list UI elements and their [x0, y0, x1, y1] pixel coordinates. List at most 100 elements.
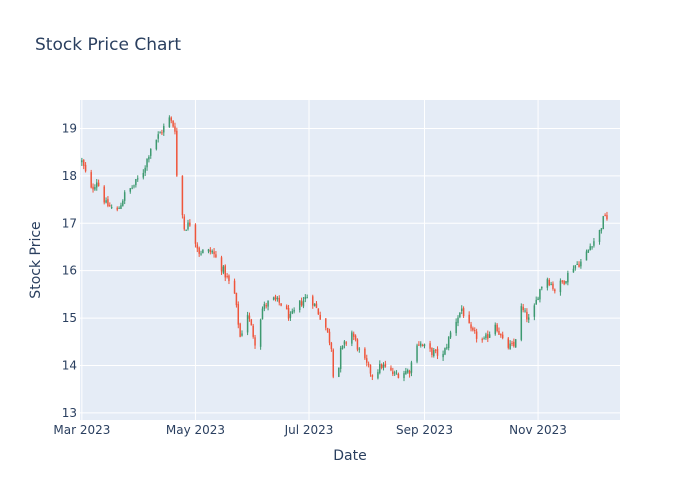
axis-ticks: 13 14 15 16 17 18 19 Mar 2023 May 2023 Jul 2023 Se… [53, 121, 567, 437]
y-tick-label: 18 [62, 169, 77, 183]
candle-down [209, 249, 212, 253]
candle-down [109, 205, 111, 207]
candle-down [356, 339, 359, 350]
candle-down [189, 222, 191, 226]
y-tick-label: 17 [62, 216, 77, 230]
candle-up [276, 297, 279, 300]
candle-down [332, 349, 334, 377]
candle-up [131, 187, 133, 189]
candle-up [148, 156, 150, 160]
candle-up [416, 345, 418, 362]
candle-up [291, 311, 294, 314]
candle-up [587, 249, 590, 253]
candle-down [507, 338, 510, 348]
candle-down [172, 120, 174, 127]
candle-up [185, 229, 187, 231]
candle-down [250, 319, 253, 326]
candle-down [397, 374, 400, 378]
candle-down [369, 364, 372, 374]
candle-up [537, 298, 539, 300]
candle-down [319, 314, 321, 320]
candle-down [285, 305, 288, 310]
candle-down [500, 333, 502, 336]
candle-up [574, 265, 577, 269]
candle-up [155, 139, 158, 150]
candle-up [105, 200, 107, 203]
candle-up [585, 251, 588, 261]
candle-up [120, 205, 122, 210]
candle-up [136, 178, 139, 180]
candlesticks [81, 115, 608, 382]
candle-down [103, 186, 105, 203]
candle-down [97, 182, 100, 187]
candle-up [211, 251, 213, 253]
candle-down [364, 348, 366, 359]
candle-down [215, 254, 217, 258]
candle-down [107, 199, 109, 207]
candle-down [183, 216, 186, 230]
candle-up [207, 249, 210, 252]
y-tick-label: 14 [62, 358, 77, 372]
candle-up [446, 347, 448, 349]
candle-up [509, 343, 511, 349]
candle-up [589, 246, 591, 251]
candle-down [472, 327, 474, 331]
candle-down [228, 275, 230, 282]
candle-up [351, 332, 353, 344]
candle-up [339, 347, 342, 369]
candle-up [272, 297, 275, 300]
candle-up [483, 338, 485, 340]
candle-up [406, 369, 409, 373]
candle-up [133, 185, 135, 187]
candle-up [298, 300, 301, 310]
candle-down [116, 207, 118, 210]
candle-up [403, 373, 405, 379]
candle-down [475, 331, 478, 339]
candle-up [123, 192, 126, 201]
chart-title: Stock Price Chart [35, 35, 181, 55]
candle-up [261, 308, 264, 320]
y-tick-label: 13 [62, 406, 77, 420]
candle-up [567, 272, 569, 283]
candle-up [222, 266, 225, 273]
candle-down [278, 297, 280, 303]
candle-down [176, 130, 178, 176]
x-tick-label: Nov 2023 [509, 423, 567, 437]
candle-up [289, 314, 292, 318]
candle-down [161, 132, 163, 134]
candle-down [194, 224, 197, 244]
candle-down [392, 371, 394, 375]
candle-down [82, 159, 85, 166]
candle-down [384, 363, 387, 367]
candle-down [487, 334, 489, 339]
candle-down [470, 324, 472, 329]
candle-down [92, 186, 94, 190]
candle-up [485, 334, 487, 338]
candle-up [259, 319, 262, 347]
candle-down [170, 117, 172, 121]
gridlines [80, 100, 620, 420]
candle-up [304, 297, 307, 300]
candle-up [135, 179, 137, 186]
candle-down [431, 347, 433, 355]
candle-down [434, 349, 437, 351]
candle-up [382, 364, 385, 368]
candle-up [444, 348, 446, 355]
candle-up [580, 261, 582, 267]
candle-up [550, 283, 552, 285]
candle-up [460, 308, 463, 311]
candle-down [578, 264, 580, 267]
candle-up [593, 241, 595, 246]
candle-down [554, 289, 556, 292]
candle-up [157, 134, 159, 139]
candle-up [433, 350, 435, 356]
candle-up [420, 343, 422, 346]
candle-down [220, 257, 223, 272]
candle-up [144, 167, 146, 173]
candle-down [468, 314, 470, 324]
candle-down [300, 301, 303, 306]
candle-up [524, 310, 526, 312]
candle-down [239, 323, 241, 337]
candle-up [293, 309, 295, 312]
candle-down [462, 308, 465, 317]
